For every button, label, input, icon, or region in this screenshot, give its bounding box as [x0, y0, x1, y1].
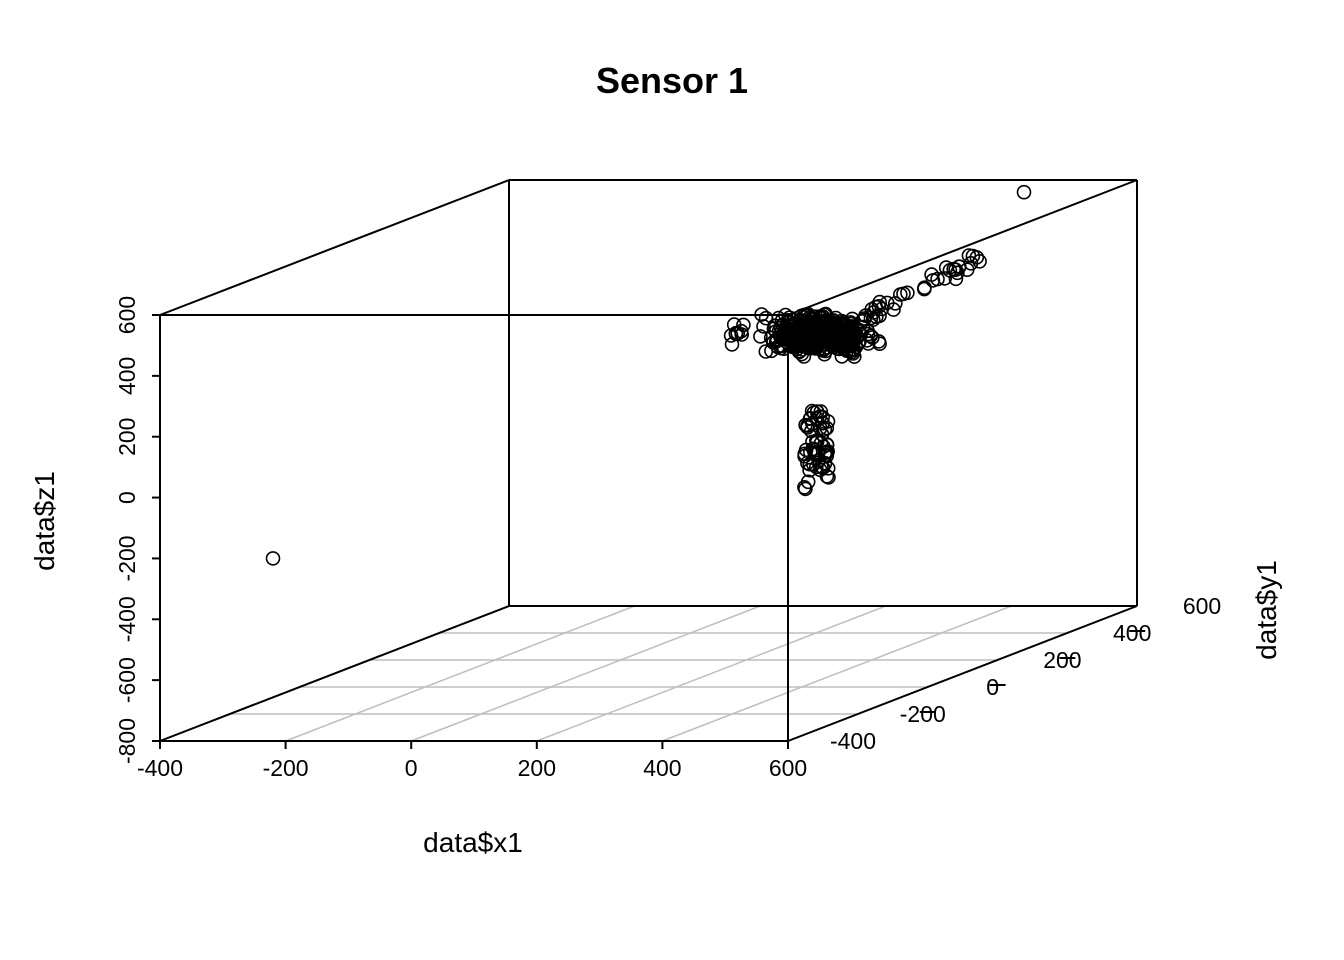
x-tick-label: -200 [263, 755, 309, 781]
z-tick-label: 600 [114, 296, 140, 334]
data-point [842, 337, 858, 353]
data-point [948, 262, 963, 278]
axis-ticks: -400 -200 0 200 400 600 -800 -600 -400 -200 0 200 40… [114, 296, 1221, 781]
data-point [781, 322, 797, 337]
data-point [736, 317, 751, 333]
data-point [798, 481, 813, 497]
data-point [868, 299, 884, 315]
data-point [772, 338, 788, 354]
data-point [806, 322, 822, 338]
data-point [805, 416, 820, 431]
data-point [937, 271, 953, 286]
data-point [950, 265, 965, 281]
data-point [754, 307, 769, 322]
data-point [812, 462, 828, 478]
data-point [845, 334, 860, 350]
z-tick-label: -600 [114, 657, 140, 703]
x-tick-label: -400 [137, 755, 183, 781]
x-tick-label: 200 [518, 755, 556, 781]
chart-title: Sensor 1 [596, 60, 748, 101]
x-tick-label: 0 [405, 755, 418, 781]
data-point [265, 551, 281, 566]
box-edge [787, 179, 1138, 316]
data-point [858, 308, 873, 324]
data-point [851, 335, 866, 350]
box-edge [159, 605, 510, 742]
data-point [917, 280, 932, 296]
data-point [780, 328, 796, 344]
x-tick-label: 400 [643, 755, 681, 781]
data-point [963, 255, 979, 271]
data-point [753, 329, 768, 344]
z-tick-label: 0 [114, 491, 140, 504]
z-tick-label: -200 [114, 535, 140, 581]
z-axis-label: data$z1 [29, 471, 60, 571]
grid-line-x [410, 605, 761, 742]
data-point [724, 337, 740, 352]
z-tick-label: 200 [114, 418, 140, 456]
plot-box [159, 179, 1138, 742]
data-point [815, 415, 831, 431]
grid-line-x [536, 605, 887, 742]
y-tick-label: 200 [1043, 647, 1081, 673]
data-point [723, 328, 739, 343]
floor-grid [229, 605, 1068, 742]
data-point [900, 285, 915, 301]
y-axis-label: data$y1 [1251, 560, 1282, 660]
data-point [791, 344, 807, 360]
y-tick-label: 400 [1113, 620, 1151, 646]
box-edge [787, 605, 1138, 742]
grid-line-x [662, 605, 1012, 742]
data-point [1016, 184, 1032, 200]
data-point [887, 296, 903, 311]
y-tick-label: -400 [830, 728, 876, 754]
data-point [819, 420, 835, 436]
data-point [798, 442, 814, 458]
data-point [802, 318, 818, 333]
data-point [965, 248, 981, 264]
data-points [265, 184, 1032, 566]
box-edge [159, 179, 510, 316]
data-point [948, 271, 964, 287]
x-tick-label: 600 [769, 755, 807, 781]
data-point [758, 310, 774, 326]
z-tick-label: 400 [114, 357, 140, 395]
data-point [820, 444, 836, 459]
x-axis-label: data$x1 [423, 827, 523, 858]
data-point [819, 437, 835, 453]
data-point [821, 470, 836, 485]
data-point [925, 273, 941, 288]
y-tick-label: -200 [900, 701, 946, 727]
data-point [813, 404, 829, 419]
z-tick-label: -400 [114, 596, 140, 642]
data-point [818, 343, 833, 359]
y-tick-label: 600 [1183, 593, 1221, 619]
data-point [818, 315, 834, 330]
data-point [816, 322, 831, 338]
z-tick-label: -800 [114, 718, 140, 764]
data-point [817, 447, 833, 463]
data-point [843, 315, 858, 330]
y-tick-label: 0 [986, 674, 999, 700]
grid-line-x [285, 605, 635, 742]
